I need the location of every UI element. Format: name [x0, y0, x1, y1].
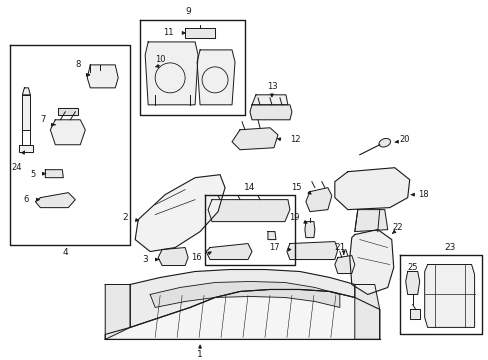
Text: 16: 16: [191, 253, 202, 262]
Polygon shape: [305, 188, 331, 212]
Text: 5: 5: [30, 170, 35, 179]
Text: 14: 14: [244, 183, 255, 192]
Text: 23: 23: [443, 243, 454, 252]
Polygon shape: [58, 108, 78, 115]
Text: 22: 22: [392, 223, 403, 232]
Polygon shape: [249, 105, 291, 120]
Polygon shape: [405, 271, 419, 294]
Text: 2: 2: [122, 213, 128, 222]
Polygon shape: [205, 244, 251, 260]
Polygon shape: [251, 95, 287, 105]
Text: 11: 11: [163, 28, 173, 37]
Polygon shape: [231, 128, 277, 150]
Text: 3: 3: [142, 255, 148, 264]
Polygon shape: [349, 230, 393, 294]
Text: 8: 8: [75, 60, 80, 69]
Text: 1: 1: [197, 350, 203, 359]
Polygon shape: [286, 242, 337, 260]
Polygon shape: [145, 42, 198, 105]
Polygon shape: [354, 284, 379, 339]
Text: 20: 20: [399, 135, 409, 144]
Ellipse shape: [378, 139, 390, 147]
Text: 18: 18: [417, 190, 427, 199]
Polygon shape: [35, 193, 75, 208]
Polygon shape: [409, 310, 419, 319]
Polygon shape: [22, 88, 30, 95]
Text: 17: 17: [269, 243, 279, 252]
Polygon shape: [354, 210, 387, 231]
Polygon shape: [207, 200, 289, 222]
Text: 10: 10: [154, 55, 165, 64]
Polygon shape: [158, 248, 188, 266]
Polygon shape: [105, 284, 130, 339]
Polygon shape: [304, 222, 314, 238]
Text: 13: 13: [266, 82, 277, 91]
Text: 4: 4: [62, 248, 68, 257]
Text: 9: 9: [185, 8, 191, 17]
Text: 6: 6: [23, 195, 28, 204]
Text: 25: 25: [407, 263, 417, 272]
Polygon shape: [22, 95, 30, 130]
Polygon shape: [197, 50, 235, 105]
Polygon shape: [50, 120, 85, 145]
Polygon shape: [130, 270, 354, 327]
Polygon shape: [87, 65, 118, 88]
Polygon shape: [150, 282, 339, 307]
Polygon shape: [424, 265, 474, 327]
Text: 24: 24: [11, 163, 21, 172]
Polygon shape: [45, 170, 63, 178]
Polygon shape: [135, 175, 224, 252]
Polygon shape: [267, 231, 275, 239]
Polygon shape: [334, 256, 354, 274]
Text: 7: 7: [40, 115, 45, 124]
Text: 21: 21: [333, 243, 345, 252]
Polygon shape: [185, 28, 215, 38]
Polygon shape: [20, 145, 33, 152]
Text: 15: 15: [291, 183, 301, 192]
Text: 12: 12: [289, 135, 300, 144]
Polygon shape: [334, 168, 409, 210]
Polygon shape: [105, 289, 379, 339]
Text: 19: 19: [289, 213, 299, 222]
